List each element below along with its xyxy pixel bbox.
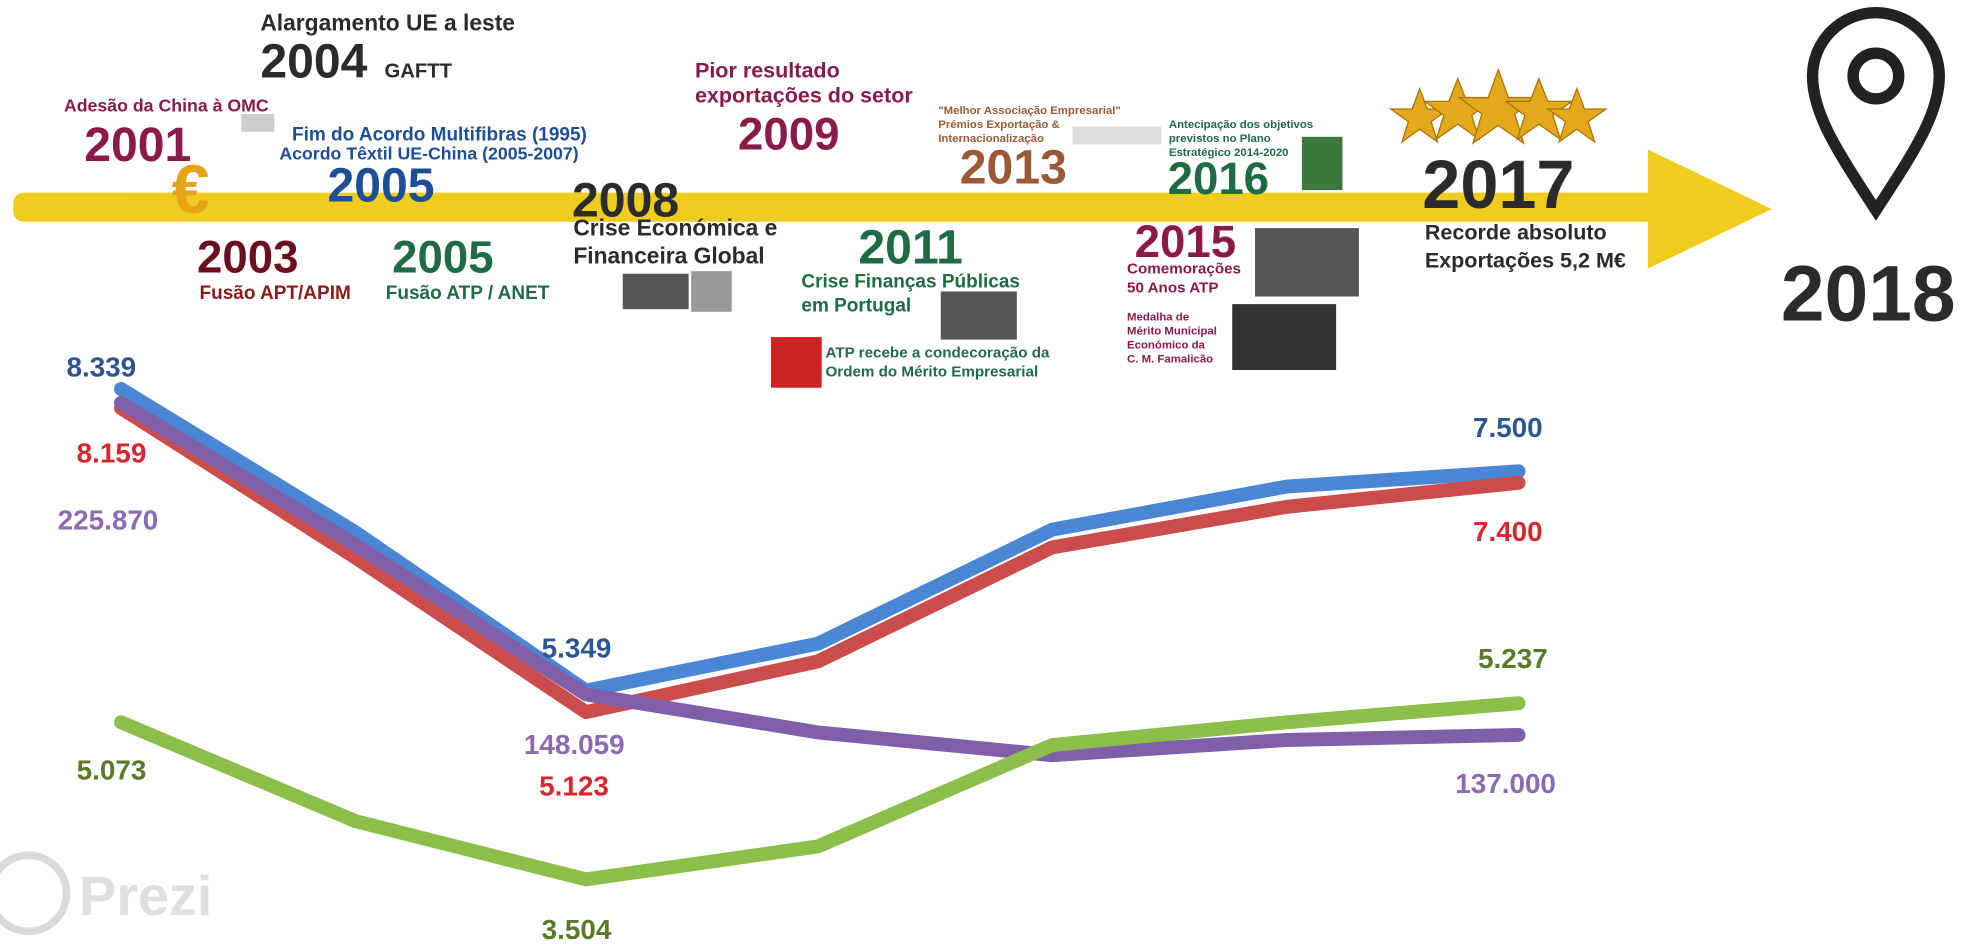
page: € Alargamento UE a leste 2004 GAFTT Ades… — [0, 0, 1988, 944]
line-label: 3.504 — [542, 914, 612, 944]
event-caption: Fusão ATP / ANET — [386, 283, 550, 304]
event-year: 2005 — [392, 231, 493, 282]
event-year: 2017 — [1422, 147, 1574, 223]
event-caption: Crise Finanças Públicas — [801, 272, 1020, 293]
event-caption: 50 Anos ATP — [1127, 280, 1218, 297]
event-caption: Antecipação dos objetivos — [1169, 119, 1313, 131]
event-year: 2003 — [197, 231, 298, 282]
line-label: 7.400 — [1473, 516, 1543, 547]
line-label: 5.123 — [539, 771, 609, 802]
line-label: 8.159 — [77, 437, 147, 468]
event-caption: Recorde absoluto — [1425, 220, 1607, 244]
line-label: 5.237 — [1478, 643, 1548, 674]
event-caption: previstos no Plano — [1169, 133, 1271, 145]
event-year: 2016 — [1168, 153, 1269, 204]
event-caption: Medalha de — [1127, 312, 1189, 324]
event-caption: Económico da — [1127, 339, 1206, 351]
event-year: 2009 — [738, 109, 839, 160]
event-caption: Fusão APT/APIM — [200, 283, 351, 304]
slide: € Alargamento UE a leste 2004 GAFTT Ades… — [0, 0, 1988, 944]
decor — [121, 389, 1519, 879]
line-label: 8.339 — [66, 351, 136, 382]
watermark-text: Prezi — [79, 865, 212, 927]
stars — [1391, 70, 1606, 143]
event-year: 2004 — [260, 34, 367, 88]
event-caption: Fim do Acordo Multifibras (1995) — [292, 125, 587, 146]
event-caption: exportações do setor — [695, 84, 913, 108]
event-year: 2015 — [1135, 216, 1236, 267]
event-year: 2011 — [858, 221, 962, 275]
event-caption: Alargamento UE a leste — [260, 9, 515, 35]
event-caption: Prémios Exportação & — [938, 119, 1060, 131]
event-caption: em Portugal — [801, 296, 911, 317]
event-caption: Ordem do Mérito Empresarial — [825, 363, 1038, 380]
event-caption: Exportações 5,2 M€ — [1425, 248, 1626, 272]
event-caption: Financeira Global — [573, 243, 764, 269]
line-label: 5.073 — [77, 754, 147, 785]
event-year: 2001 — [84, 118, 191, 172]
line-label: 7.500 — [1473, 412, 1543, 443]
watermark: Prezi — [0, 855, 212, 931]
line-label: 148.059 — [524, 729, 625, 760]
pin-icon — [1813, 13, 1940, 211]
event-caption: Pior resultado — [695, 58, 840, 82]
end-year: 2018 — [1781, 250, 1956, 338]
event-caption: Comemorações — [1127, 261, 1241, 278]
event-year: 2013 — [960, 141, 1067, 195]
event-year: 2005 — [327, 158, 434, 212]
event-caption: "Melhor Associação Empresarial" — [938, 105, 1121, 117]
line-label: 137.000 — [1455, 768, 1556, 799]
line-label: 225.870 — [58, 505, 159, 536]
event-caption: Adesão da China à OMC — [64, 96, 269, 116]
event-caption: ATP recebe a condecoração da — [825, 344, 1050, 361]
event-caption: Crise Económica e — [573, 215, 777, 241]
event-caption: Mérito Municipal — [1127, 326, 1217, 338]
event-caption: C. M. Famalicão — [1127, 353, 1213, 365]
line-label: 5.349 — [542, 633, 612, 664]
event-tag: GAFTT — [385, 60, 453, 82]
